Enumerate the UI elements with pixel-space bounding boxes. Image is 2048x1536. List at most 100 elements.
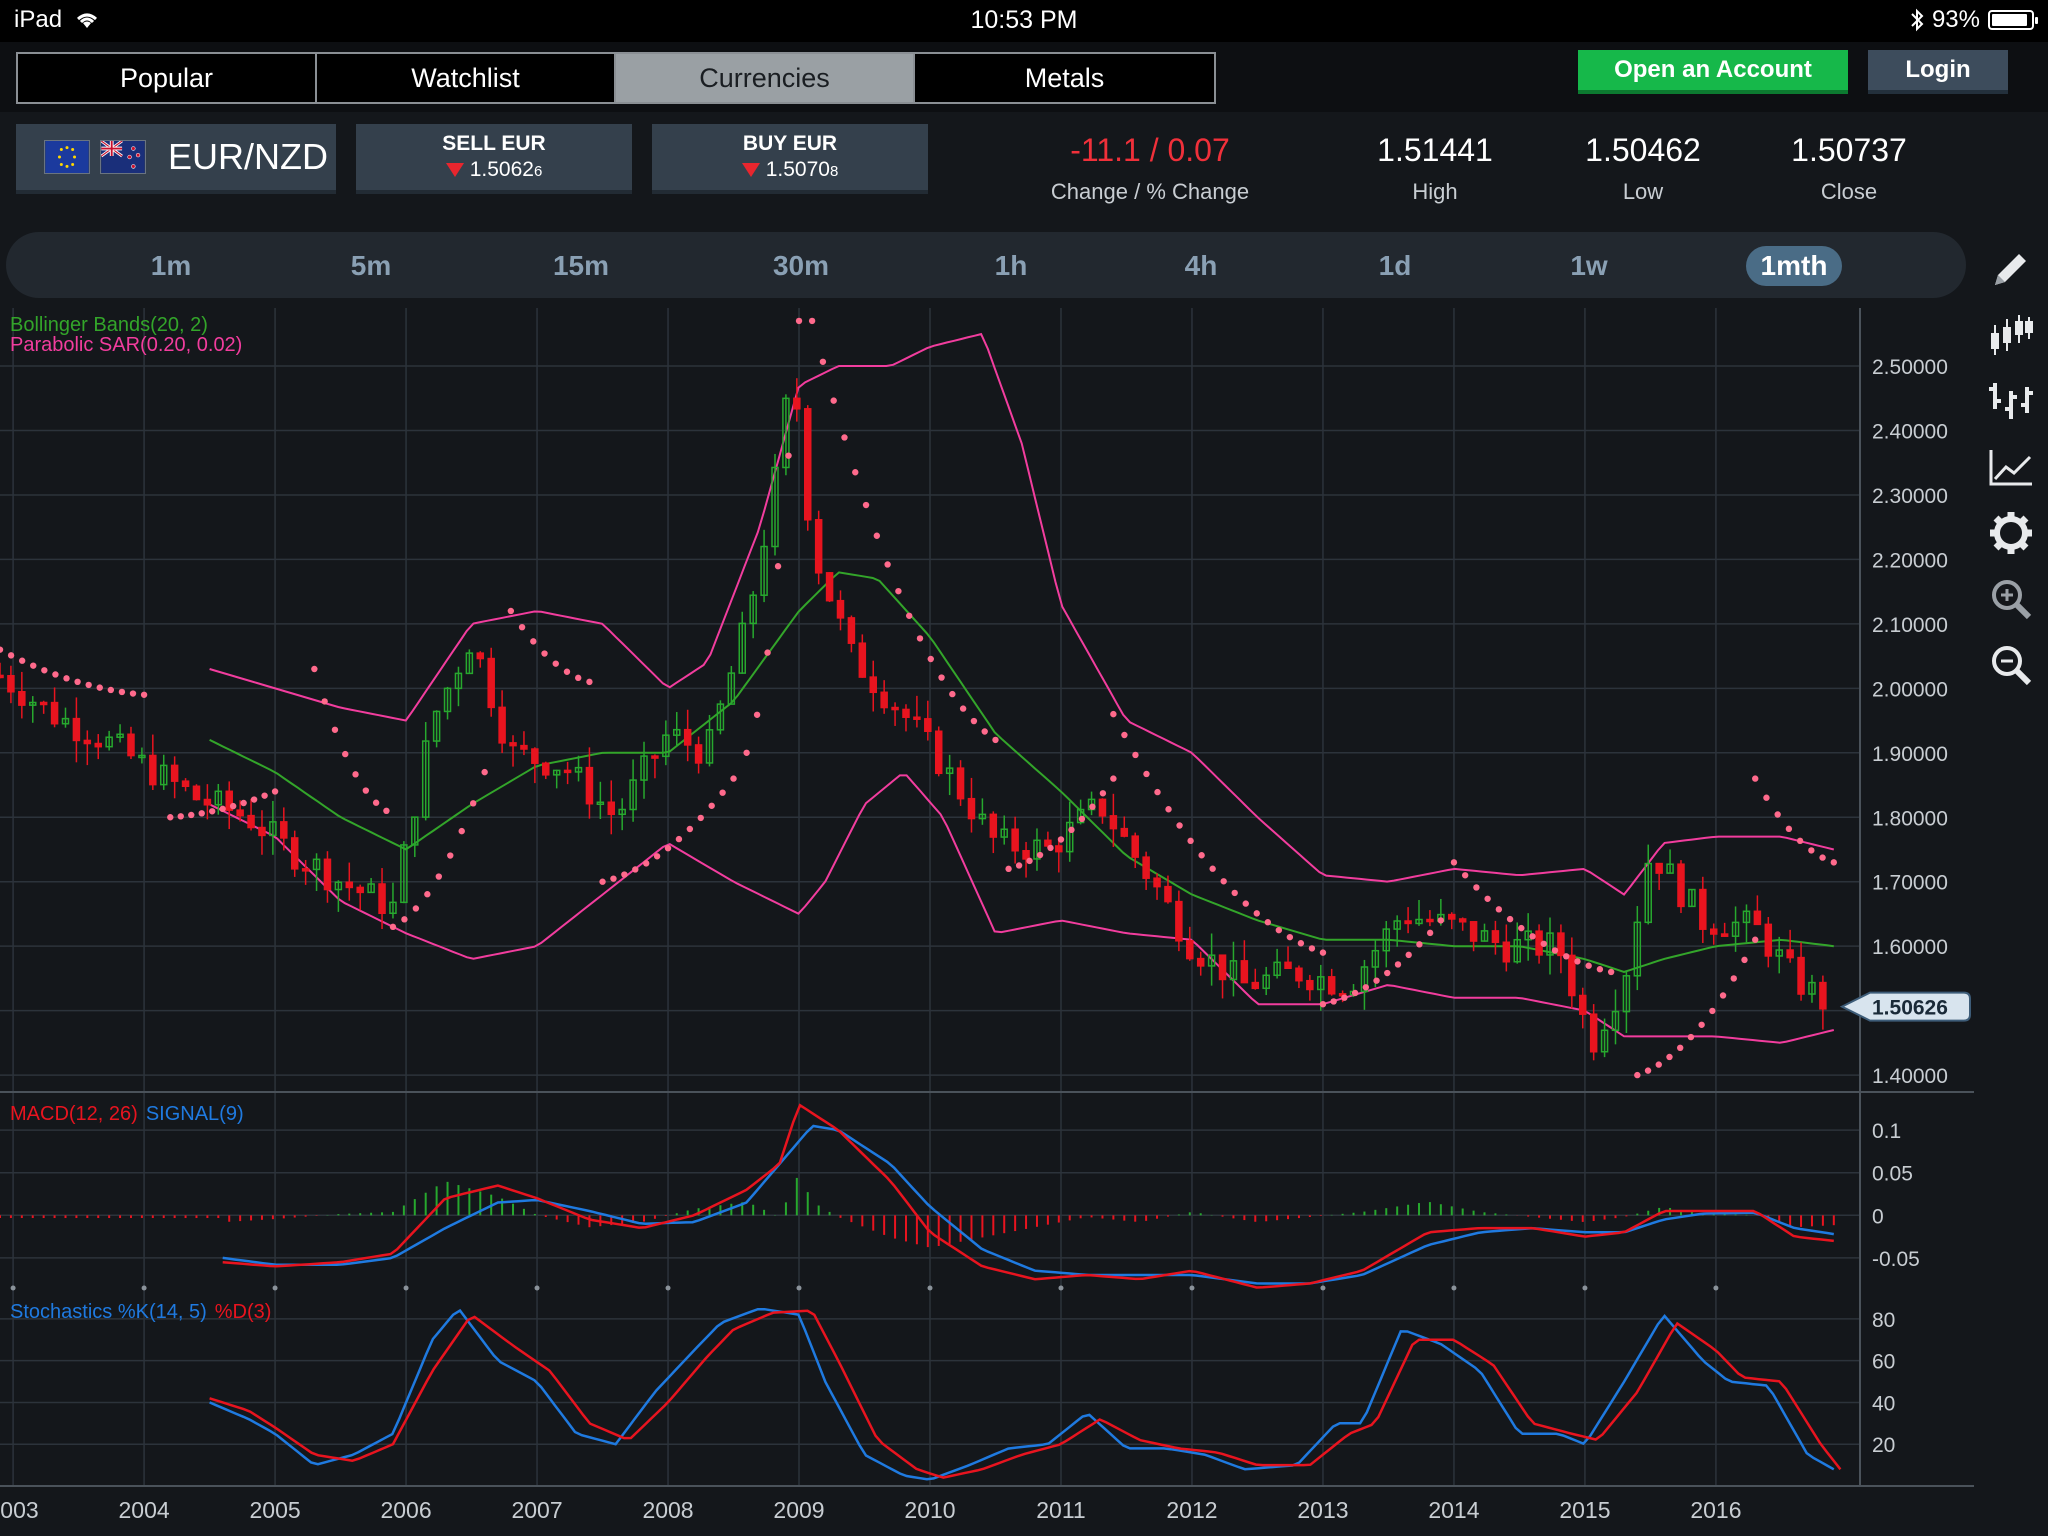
timeframe-15m[interactable]: 15m xyxy=(552,250,610,281)
stoch-k-line xyxy=(209,1307,1835,1481)
price-chart[interactable]: 2.50000 2.40000 2.30000 2.20000 2.10000 2.000… xyxy=(0,308,1974,1536)
draw-tool-button[interactable] xyxy=(1974,236,2048,302)
open-account-button[interactable]: Open an Account xyxy=(1578,50,1848,94)
high-stat: 1.51441 High xyxy=(1330,132,1540,205)
sar-dot xyxy=(1373,977,1380,984)
candle-down xyxy=(1404,920,1412,925)
down-arrow-icon xyxy=(741,163,760,178)
price-axis-tick: 2.10000 xyxy=(1872,614,1948,637)
candle-down xyxy=(1153,877,1161,888)
sar-dot xyxy=(18,657,26,664)
sar-dot xyxy=(719,789,726,796)
timeframe-1d[interactable]: 1d xyxy=(1378,250,1412,281)
candle-down xyxy=(869,676,877,694)
timeframe-5m[interactable]: 5m xyxy=(350,250,392,281)
sar-dot xyxy=(1242,900,1249,907)
sar-dot xyxy=(753,711,761,718)
timeframe-1h[interactable]: 1h xyxy=(994,250,1028,281)
candle-up xyxy=(421,740,430,818)
sar-dot xyxy=(107,686,115,694)
sar-dot xyxy=(401,916,408,923)
candle-up xyxy=(705,729,714,764)
chart-grid xyxy=(0,308,1860,1486)
candle-up xyxy=(1611,1010,1620,1032)
candlestick-button[interactable] xyxy=(1974,302,2048,368)
sar-dot xyxy=(372,799,380,806)
sell-button[interactable]: SELL EUR 1.50626 xyxy=(356,124,632,194)
instrument-selector[interactable]: EUR/NZD xyxy=(16,124,336,194)
panel-divider-dot xyxy=(141,1285,147,1291)
candle-down xyxy=(934,730,943,775)
candle-up xyxy=(1033,839,1041,860)
sar-dot xyxy=(774,563,782,570)
sar-dot xyxy=(331,726,339,733)
candle-up xyxy=(1262,974,1270,990)
sar-dot xyxy=(1808,847,1815,854)
candle-down xyxy=(1426,918,1434,923)
settings-button[interactable] xyxy=(1974,500,2048,566)
zoom-in-button[interactable] xyxy=(1974,566,2048,632)
candle-down xyxy=(1044,839,1052,847)
buy-button[interactable]: BUY EUR 1.50708 xyxy=(652,124,928,194)
sar-dot xyxy=(1057,836,1065,843)
timeframe-bar: 1m 5m 15m 30m 1h 4h 1d 1w 1mth xyxy=(6,232,1966,298)
low-label: Low xyxy=(1622,179,1664,204)
sar-dot xyxy=(30,662,37,669)
current-price-label: 1.50626 xyxy=(1872,997,1948,1020)
close-label: Close xyxy=(1820,179,1878,204)
candle-down xyxy=(203,798,212,806)
sar-dot xyxy=(1607,968,1615,976)
candle-down xyxy=(345,881,354,889)
tab-metals[interactable]: Metals xyxy=(915,54,1214,102)
sar-dot xyxy=(74,678,81,686)
sar-dot xyxy=(1351,989,1359,997)
sar-dot xyxy=(563,668,571,675)
candle-down xyxy=(18,690,26,706)
candle-down xyxy=(83,739,92,745)
candle-down xyxy=(847,617,856,644)
candle-down xyxy=(1327,976,1336,995)
sar-dot xyxy=(118,688,126,696)
sar-dot xyxy=(412,905,420,912)
candle-up xyxy=(629,779,637,811)
sar-dot xyxy=(653,853,661,860)
candle-down xyxy=(127,733,135,757)
timeframe-1m[interactable]: 1m xyxy=(150,250,192,281)
change-stat: -11.1 / 0.07 Change / % Change xyxy=(1030,132,1270,205)
candle-up xyxy=(662,734,670,758)
tab-watchlist[interactable]: Watchlist xyxy=(317,54,616,102)
candle-down xyxy=(1786,949,1794,959)
zoom-out-button[interactable] xyxy=(1974,632,2048,698)
status-bar: iPad 10:53 PM 93% xyxy=(0,0,2048,42)
year-axis-tick: 2016 xyxy=(1690,1497,1741,1523)
sar-legend: Parabolic SAR(0.20, 0.02) xyxy=(10,334,242,356)
price-axis-tick: 1.90000 xyxy=(1872,743,1948,766)
ohlc-button[interactable] xyxy=(1974,368,2048,434)
timeframe-1mth[interactable]: 1mth xyxy=(1746,246,1842,286)
timeframe-1w[interactable]: 1w xyxy=(1570,250,1608,281)
tab-popular[interactable]: Popular xyxy=(18,54,317,102)
year-axis-tick: 2005 xyxy=(249,1497,300,1523)
sar-dot xyxy=(884,561,891,568)
timeframe-4h[interactable]: 4h xyxy=(1184,250,1218,281)
login-button[interactable]: Login xyxy=(1868,50,2008,94)
sar-dot xyxy=(1231,889,1238,897)
sar-dot xyxy=(198,810,205,817)
tab-currencies[interactable]: Currencies xyxy=(616,54,915,102)
sar-dot xyxy=(1518,924,1525,932)
sar-dot xyxy=(129,690,137,697)
year-axis-tick: 2007 xyxy=(511,1497,562,1523)
candle-down xyxy=(301,868,310,872)
sar-dot xyxy=(586,678,593,686)
candle-down xyxy=(258,826,266,837)
sar-dot xyxy=(830,397,837,404)
timeframe-30m[interactable]: 30m xyxy=(772,250,830,281)
candle-down xyxy=(956,767,965,800)
sar-dot xyxy=(1187,837,1194,845)
sar-dot xyxy=(1384,969,1391,977)
chart-area[interactable]: 2.50000 2.40000 2.30000 2.20000 2.10000 2.000… xyxy=(0,308,1974,1536)
sar-dot xyxy=(1634,1071,1641,1079)
candle-up xyxy=(1273,961,1281,977)
candle-down xyxy=(542,762,550,776)
line-chart-button[interactable] xyxy=(1974,434,2048,500)
